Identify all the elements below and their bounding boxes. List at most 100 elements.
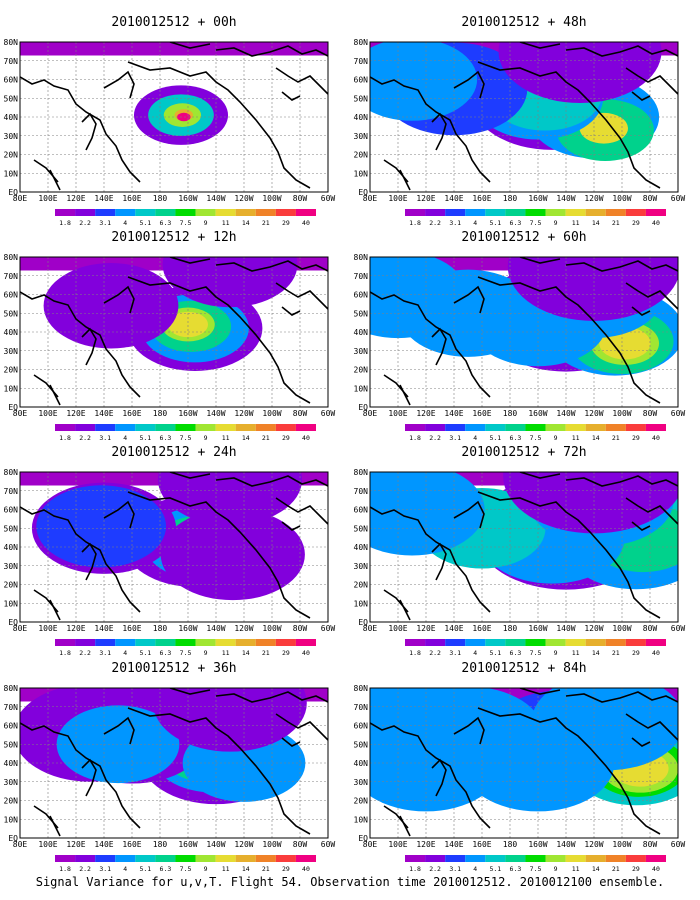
colorbar: 1.8 2.2 3.1 4 5.1 6.3 7.5 9 11 14 21 29 40 <box>405 639 666 657</box>
colorbar-label: 14 <box>242 219 250 227</box>
lat-tick-label: 20N <box>4 151 19 160</box>
lon-tick-label: 120E <box>66 409 85 418</box>
colorbar-label: 11 <box>222 649 230 657</box>
colorbar-label: 29 <box>632 865 640 873</box>
variance-contour <box>370 472 485 556</box>
colorbar-label: 9 <box>554 434 558 442</box>
colorbar-label: 29 <box>282 649 290 657</box>
colorbar-label: 6.3 <box>510 649 522 657</box>
colorbar-swatch <box>445 639 466 646</box>
lon-tick-label: 160E <box>122 840 141 849</box>
lat-tick-label: 50N <box>354 740 369 749</box>
lat-tick-label: 80N <box>4 253 19 262</box>
colorbar-label: 1.8 <box>409 219 421 227</box>
colorbar-swatch <box>425 855 446 862</box>
colorbar-swatch <box>645 209 666 216</box>
variance-field <box>20 257 328 371</box>
lat-tick-label: 70N <box>354 272 369 281</box>
lat-tick-label: 50N <box>354 309 369 318</box>
colorbar-swatch <box>625 424 646 431</box>
colorbar-swatch <box>505 639 526 646</box>
lon-tick-label: 140W <box>206 194 225 203</box>
colorbar-label: 2.2 <box>429 434 441 442</box>
lon-tick-label: 120W <box>584 840 603 849</box>
lat-tick-label: 80N <box>4 38 19 47</box>
colorbar-swatch <box>485 209 506 216</box>
colorbar-label: 5.1 <box>139 865 151 873</box>
lat-tick-label: 20N <box>354 797 369 806</box>
lon-tick-label: 120E <box>66 194 85 203</box>
lat-tick-label: EQ <box>8 618 18 627</box>
map-frame <box>19 256 329 408</box>
panel-title: 2010012512 + 00h <box>111 15 236 30</box>
colorbar-swatch <box>505 209 526 216</box>
colorbar-label: 7.5 <box>530 434 542 442</box>
variance-contour <box>531 688 678 771</box>
colorbar-swatch <box>465 639 486 646</box>
colorbar-swatch <box>255 639 276 646</box>
colorbar-swatch <box>135 855 156 862</box>
lon-tick-label: 80W <box>643 194 658 203</box>
colorbar-swatch <box>465 209 486 216</box>
colorbar-label: 21 <box>612 649 620 657</box>
colorbar-label: 9 <box>554 219 558 227</box>
colorbar-swatch <box>545 639 566 646</box>
colorbar-swatch <box>195 209 216 216</box>
lat-tick-label: 10N <box>4 599 19 608</box>
variance-contour <box>43 263 179 349</box>
colorbar: 1.8 2.2 3.1 4 5.1 6.3 7.5 9 11 14 21 29 40 <box>405 855 666 873</box>
lon-tick-label: 100W <box>262 624 281 633</box>
colorbar-swatch <box>525 639 546 646</box>
panel-12h: 2010012512 + 12h 80E 100E 120E 140E 160E 180 16… <box>4 230 336 442</box>
panel-title: 2010012512 + 84h <box>461 661 586 676</box>
variance-field <box>20 42 328 145</box>
lat-tick-label: EQ <box>8 834 18 843</box>
lon-tick-label: 100W <box>612 409 631 418</box>
lon-tick-label: 180 <box>503 194 518 203</box>
lon-tick-label: 100E <box>38 194 57 203</box>
panel-title: 2010012512 + 24h <box>111 445 236 460</box>
lat-tick-label: EQ <box>358 188 368 197</box>
colorbar-swatch <box>465 855 486 862</box>
lat-tick-label: 80N <box>4 468 19 477</box>
colorbar-swatch <box>545 424 566 431</box>
colorbar-label: 40 <box>652 219 660 227</box>
arctic-variance-band <box>20 42 328 56</box>
lon-tick-label: 80E <box>363 194 378 203</box>
colorbar-label: 5.1 <box>489 649 501 657</box>
colorbar-swatch <box>645 855 666 862</box>
colorbar-swatch <box>255 424 276 431</box>
colorbar-swatch <box>585 424 606 431</box>
colorbar-label: 3.1 <box>449 865 461 873</box>
lon-tick-label: 120W <box>234 840 253 849</box>
colorbar-label: 14 <box>592 865 600 873</box>
colorbar-swatch <box>625 639 646 646</box>
lon-tick-label: 180 <box>153 194 168 203</box>
colorbar-label: 40 <box>652 865 660 873</box>
lat-tick-label: 20N <box>4 581 19 590</box>
colorbar-label: 7.5 <box>180 219 192 227</box>
panel-36h: 2010012512 + 36h 80E 100E 120E 140E 160E 180 16… <box>4 661 336 873</box>
lat-tick-label: 40N <box>354 328 369 337</box>
colorbar-label: 9 <box>204 649 208 657</box>
lon-tick-label: 120E <box>416 624 435 633</box>
colorbar-swatch <box>135 209 156 216</box>
panel-title: 2010012512 + 48h <box>461 15 586 30</box>
colorbar-swatch <box>545 855 566 862</box>
lon-tick-label: 100E <box>38 840 57 849</box>
lon-tick-label: 140E <box>444 194 463 203</box>
colorbar-swatch <box>95 855 116 862</box>
lat-tick-label: 60N <box>354 722 369 731</box>
lon-tick-label: 100E <box>388 840 407 849</box>
lat-tick-label: 70N <box>354 487 369 496</box>
colorbar: 1.8 2.2 3.1 4 5.1 6.3 7.5 9 11 14 21 29 40 <box>55 209 316 227</box>
colorbar-label: 11 <box>572 865 580 873</box>
colorbar-swatch <box>525 424 546 431</box>
lon-tick-label: 180 <box>503 840 518 849</box>
panel-title: 2010012512 + 12h <box>111 230 236 245</box>
colorbar-swatch <box>135 639 156 646</box>
colorbar-label: 5.1 <box>489 434 501 442</box>
colorbar-label: 21 <box>612 434 620 442</box>
colorbar-swatch <box>235 424 256 431</box>
lon-tick-label: 160W <box>178 840 197 849</box>
